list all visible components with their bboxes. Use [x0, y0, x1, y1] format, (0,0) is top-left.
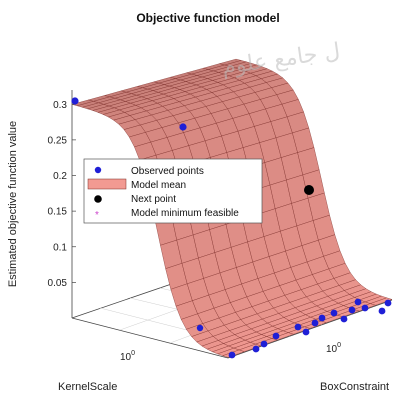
observed-point — [228, 351, 236, 359]
z-tick-label: 0.3 — [53, 100, 67, 111]
z-axis-ticks: 0.05 0.1 0.15 0.2 0.25 0.3 — [48, 100, 76, 289]
observed-point — [361, 304, 369, 312]
legend-model-mean-marker — [87, 178, 127, 190]
observed-point — [294, 323, 302, 331]
observed-point — [252, 345, 260, 353]
legend-next-marker — [94, 195, 102, 203]
chart-title: Objective function model — [136, 11, 279, 25]
z-axis-label: Estimated objective function value — [7, 121, 19, 287]
z-tick-label: 0.25 — [48, 135, 68, 146]
observed-point — [348, 306, 356, 314]
observed-point — [179, 123, 187, 131]
model-mean-surface — [71, 58, 393, 358]
z-tick-label: 0.1 — [53, 242, 67, 253]
y-axis-label: BoxConstraint — [320, 381, 389, 393]
observed-point — [354, 298, 362, 306]
legend-minimum-marker: * — [95, 210, 99, 221]
legend: Observed points Model mean Next point * … — [83, 158, 263, 224]
observed-point — [71, 97, 79, 105]
legend-label-next: Next point — [131, 194, 176, 205]
legend-label-observed: Observed points — [131, 166, 204, 177]
observed-point — [196, 324, 204, 332]
z-tick-label: 0.15 — [48, 207, 68, 218]
observed-point — [302, 328, 310, 336]
observed-point — [384, 299, 392, 307]
observed-point — [260, 340, 268, 348]
observed-point — [272, 332, 280, 340]
z-tick-label: 0.2 — [53, 171, 67, 182]
y-tick-label: 100 — [326, 342, 341, 355]
observed-point — [311, 319, 319, 327]
next-point — [304, 185, 314, 195]
surface-facet — [369, 297, 393, 306]
legend-label-model-mean: Model mean — [131, 180, 186, 191]
x-tick-label: 100 — [120, 350, 135, 363]
observed-point — [340, 315, 348, 323]
legend-observed-marker — [94, 166, 102, 174]
legend-box — [83, 158, 263, 224]
observed-points — [71, 97, 392, 359]
observed-point — [318, 314, 326, 322]
x-axis-label: KernelScale — [58, 381, 117, 393]
z-tick-label: 0.05 — [48, 278, 68, 289]
legend-label-minimum: Model minimum feasible — [131, 208, 239, 219]
observed-point — [330, 309, 338, 317]
watermark: ل جامع علوم — [220, 39, 341, 80]
observed-point — [378, 307, 386, 315]
